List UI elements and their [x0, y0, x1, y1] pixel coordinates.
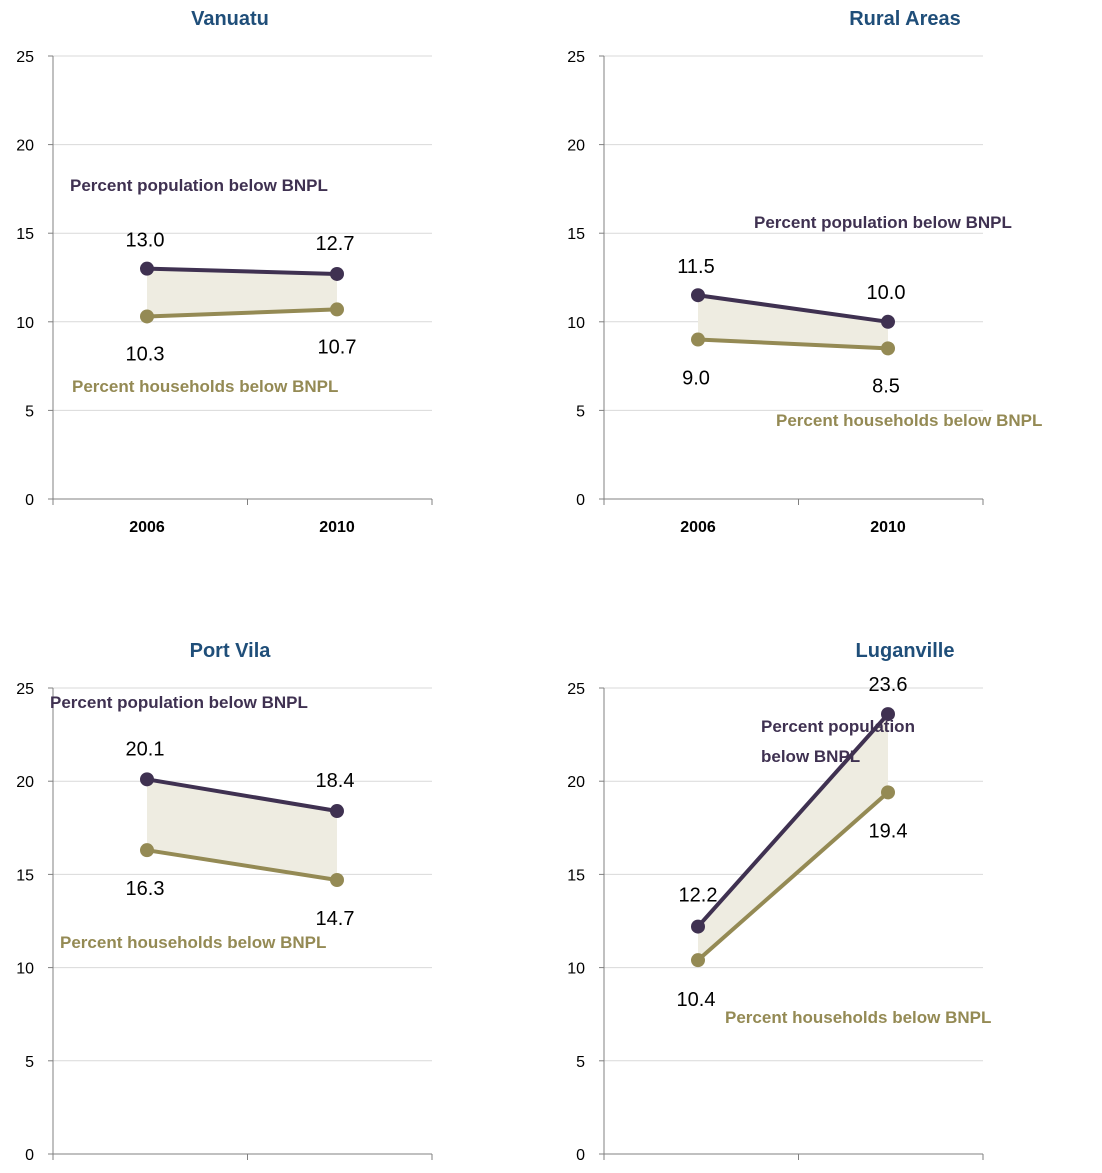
series-line-households: [696, 790, 890, 963]
data-point-population: [691, 288, 705, 303]
data-point-households: [140, 309, 154, 324]
y-tick-label: 20: [16, 774, 34, 791]
series-label-population: Percent population: [761, 717, 915, 736]
data-point-population: [881, 707, 895, 722]
data-label-population: 12.7: [316, 233, 355, 255]
y-tick-label: 15: [16, 226, 34, 243]
y-tick-label: 10: [16, 961, 34, 978]
series-label-households: Percent households below BNPL: [776, 411, 1042, 430]
data-label-population: 20.1: [126, 738, 165, 760]
y-tick-label: 15: [567, 867, 585, 884]
series-line-population: [696, 293, 890, 324]
series-line-population: [145, 777, 339, 814]
series-label-households: Percent households below BNPL: [725, 1008, 991, 1027]
series-line-population: [696, 712, 890, 929]
y-tick-label: 20: [567, 138, 585, 155]
series-label-population: Percent population below BNPL: [754, 213, 1012, 232]
chart-panel-rural-areas: Rural Areas 0 5 10 15 20 25 2006 2010 11.5 10.0 9.0…: [567, 8, 1042, 536]
chart-panel-luganville: Luganville05101520252006201012.223.610.4…: [567, 640, 991, 1164]
data-point-population: [140, 261, 154, 276]
data-label-households: 10.4: [677, 989, 716, 1011]
data-point-households: [691, 953, 705, 968]
y-tick-label: 0: [25, 1147, 34, 1164]
data-label-households: 8.5: [872, 375, 900, 397]
y-tick-label: 25: [567, 681, 585, 698]
y-tick-label: 0: [576, 492, 585, 509]
x-tick-label: 2006: [680, 519, 716, 536]
series-line-households: [696, 337, 890, 351]
data-point-households: [691, 332, 705, 347]
data-label-households: 19.4: [869, 820, 908, 842]
y-tick-label: 5: [25, 1054, 34, 1071]
data-point-population: [140, 772, 154, 787]
y-tick-label: 5: [576, 403, 585, 420]
series-label-population: Percent population below BNPL: [50, 693, 308, 712]
data-label-population: 23.6: [869, 674, 908, 696]
series-line-population: [145, 266, 339, 276]
chart-title: Luganville: [856, 640, 955, 662]
data-label-population: 10.0: [867, 282, 906, 304]
data-point-population: [881, 314, 895, 329]
chart-panel-port-vila: Port Vila05101520252006201020.118.416.31…: [16, 640, 433, 1164]
data-label-population: 12.2: [679, 885, 718, 907]
y-tick-label: 10: [567, 961, 585, 978]
data-label-households: 14.7: [316, 908, 355, 930]
y-tick-label: 20: [567, 774, 585, 791]
data-label-population: 11.5: [677, 256, 714, 278]
series-label-population: Percent population below BNPL: [70, 176, 328, 195]
data-point-population: [691, 919, 705, 934]
data-point-households: [330, 872, 344, 887]
gap-band: [147, 268, 337, 317]
chart-title: Vanuatu: [191, 8, 269, 30]
data-point-households: [881, 341, 895, 356]
chart-title: Rural Areas: [849, 8, 961, 30]
series-label-households: Percent households below BNPL: [60, 933, 326, 952]
y-tick-label: 25: [16, 681, 34, 698]
x-tick-label: 2010: [319, 519, 355, 536]
data-point-population: [330, 266, 344, 281]
gap-band: [698, 295, 888, 349]
data-label-population: 18.4: [316, 770, 355, 792]
data-label-households: 10.7: [318, 336, 357, 358]
y-tick-label: 15: [16, 867, 34, 884]
y-tick-label: 20: [16, 138, 34, 155]
x-tick-label: 2006: [129, 519, 165, 536]
data-label-households: 10.3: [126, 343, 165, 365]
data-point-households: [140, 843, 154, 858]
data-label-population: 13.0: [126, 230, 165, 252]
y-tick-label: 10: [16, 315, 34, 332]
series-label-population: below BNPL: [761, 747, 860, 766]
data-label-households: 9.0: [682, 368, 710, 390]
y-tick-label: 5: [576, 1054, 585, 1071]
chart-panel-vanuatu: Vanuatu 0 5 10 15 20 25 2006 2010 13.0 12.7 10.3 10.…: [16, 8, 433, 536]
y-tick-label: 0: [576, 1147, 585, 1164]
y-tick-label: 15: [567, 226, 585, 243]
data-point-population: [330, 804, 344, 819]
y-tick-label: 5: [25, 403, 34, 420]
data-point-households: [881, 785, 895, 800]
chart-title: Port Vila: [190, 640, 272, 662]
series-label-households: Percent households below BNPL: [72, 377, 338, 396]
x-tick-label: 2010: [870, 519, 906, 536]
y-tick-label: 10: [567, 315, 585, 332]
gap-band: [698, 714, 888, 961]
data-point-households: [330, 302, 344, 317]
y-tick-label: 25: [16, 49, 34, 66]
data-label-households: 16.3: [126, 878, 165, 900]
y-tick-label: 0: [25, 492, 34, 509]
series-line-households: [145, 307, 339, 319]
y-tick-label: 25: [567, 49, 585, 66]
series-line-households: [145, 848, 339, 882]
